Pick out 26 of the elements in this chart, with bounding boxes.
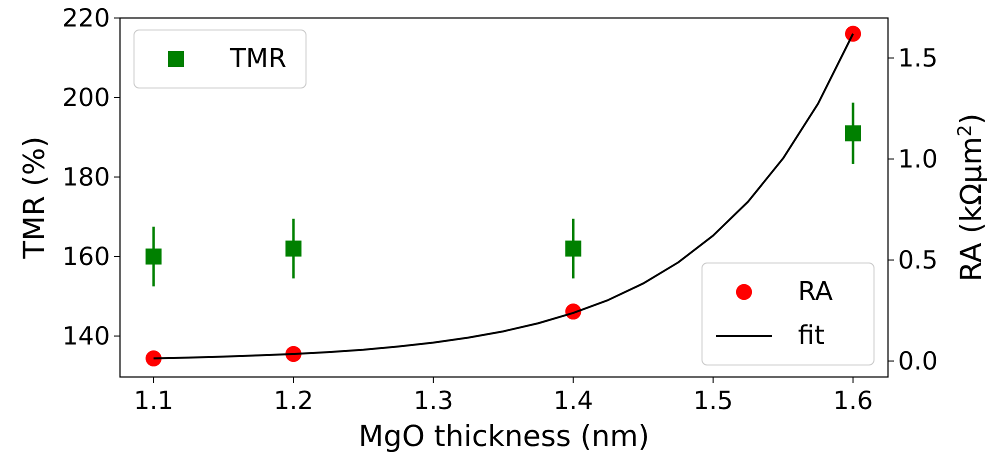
- point: [845, 26, 862, 42]
- y-tick-label: 200: [62, 83, 110, 112]
- legend-label: TMR: [229, 44, 286, 74]
- legend-label: fit: [798, 321, 825, 351]
- x-tick-label: 1.5: [693, 386, 734, 415]
- y2-tick-label: 0.5: [898, 246, 938, 275]
- point: [565, 240, 582, 257]
- y-tick-label: 180: [62, 162, 110, 192]
- x-tick-label: 1.4: [553, 386, 594, 415]
- y2-tick-label: 1.0: [898, 144, 938, 174]
- point: [146, 248, 162, 265]
- y2-tick-label: 0.0: [898, 346, 938, 376]
- point: [146, 350, 162, 366]
- y-tick-label: 160: [62, 242, 110, 272]
- x-axis-title: MgO thickness (nm): [358, 419, 650, 453]
- y2-tick-label: 1.5: [898, 44, 938, 72]
- y-axis-title: TMR (%): [17, 136, 51, 260]
- x-tick-label: 1.3: [413, 386, 454, 415]
- x-tick-label: 1.1: [134, 386, 174, 415]
- point: [285, 240, 302, 257]
- x-tick-label: 1.2: [274, 386, 314, 415]
- y-tick-label: 140: [62, 322, 110, 351]
- legend-label: RA: [798, 277, 834, 307]
- y-tick-label: 220: [62, 4, 110, 32]
- x-tick-label: 1.6: [833, 386, 873, 415]
- point: [845, 125, 862, 142]
